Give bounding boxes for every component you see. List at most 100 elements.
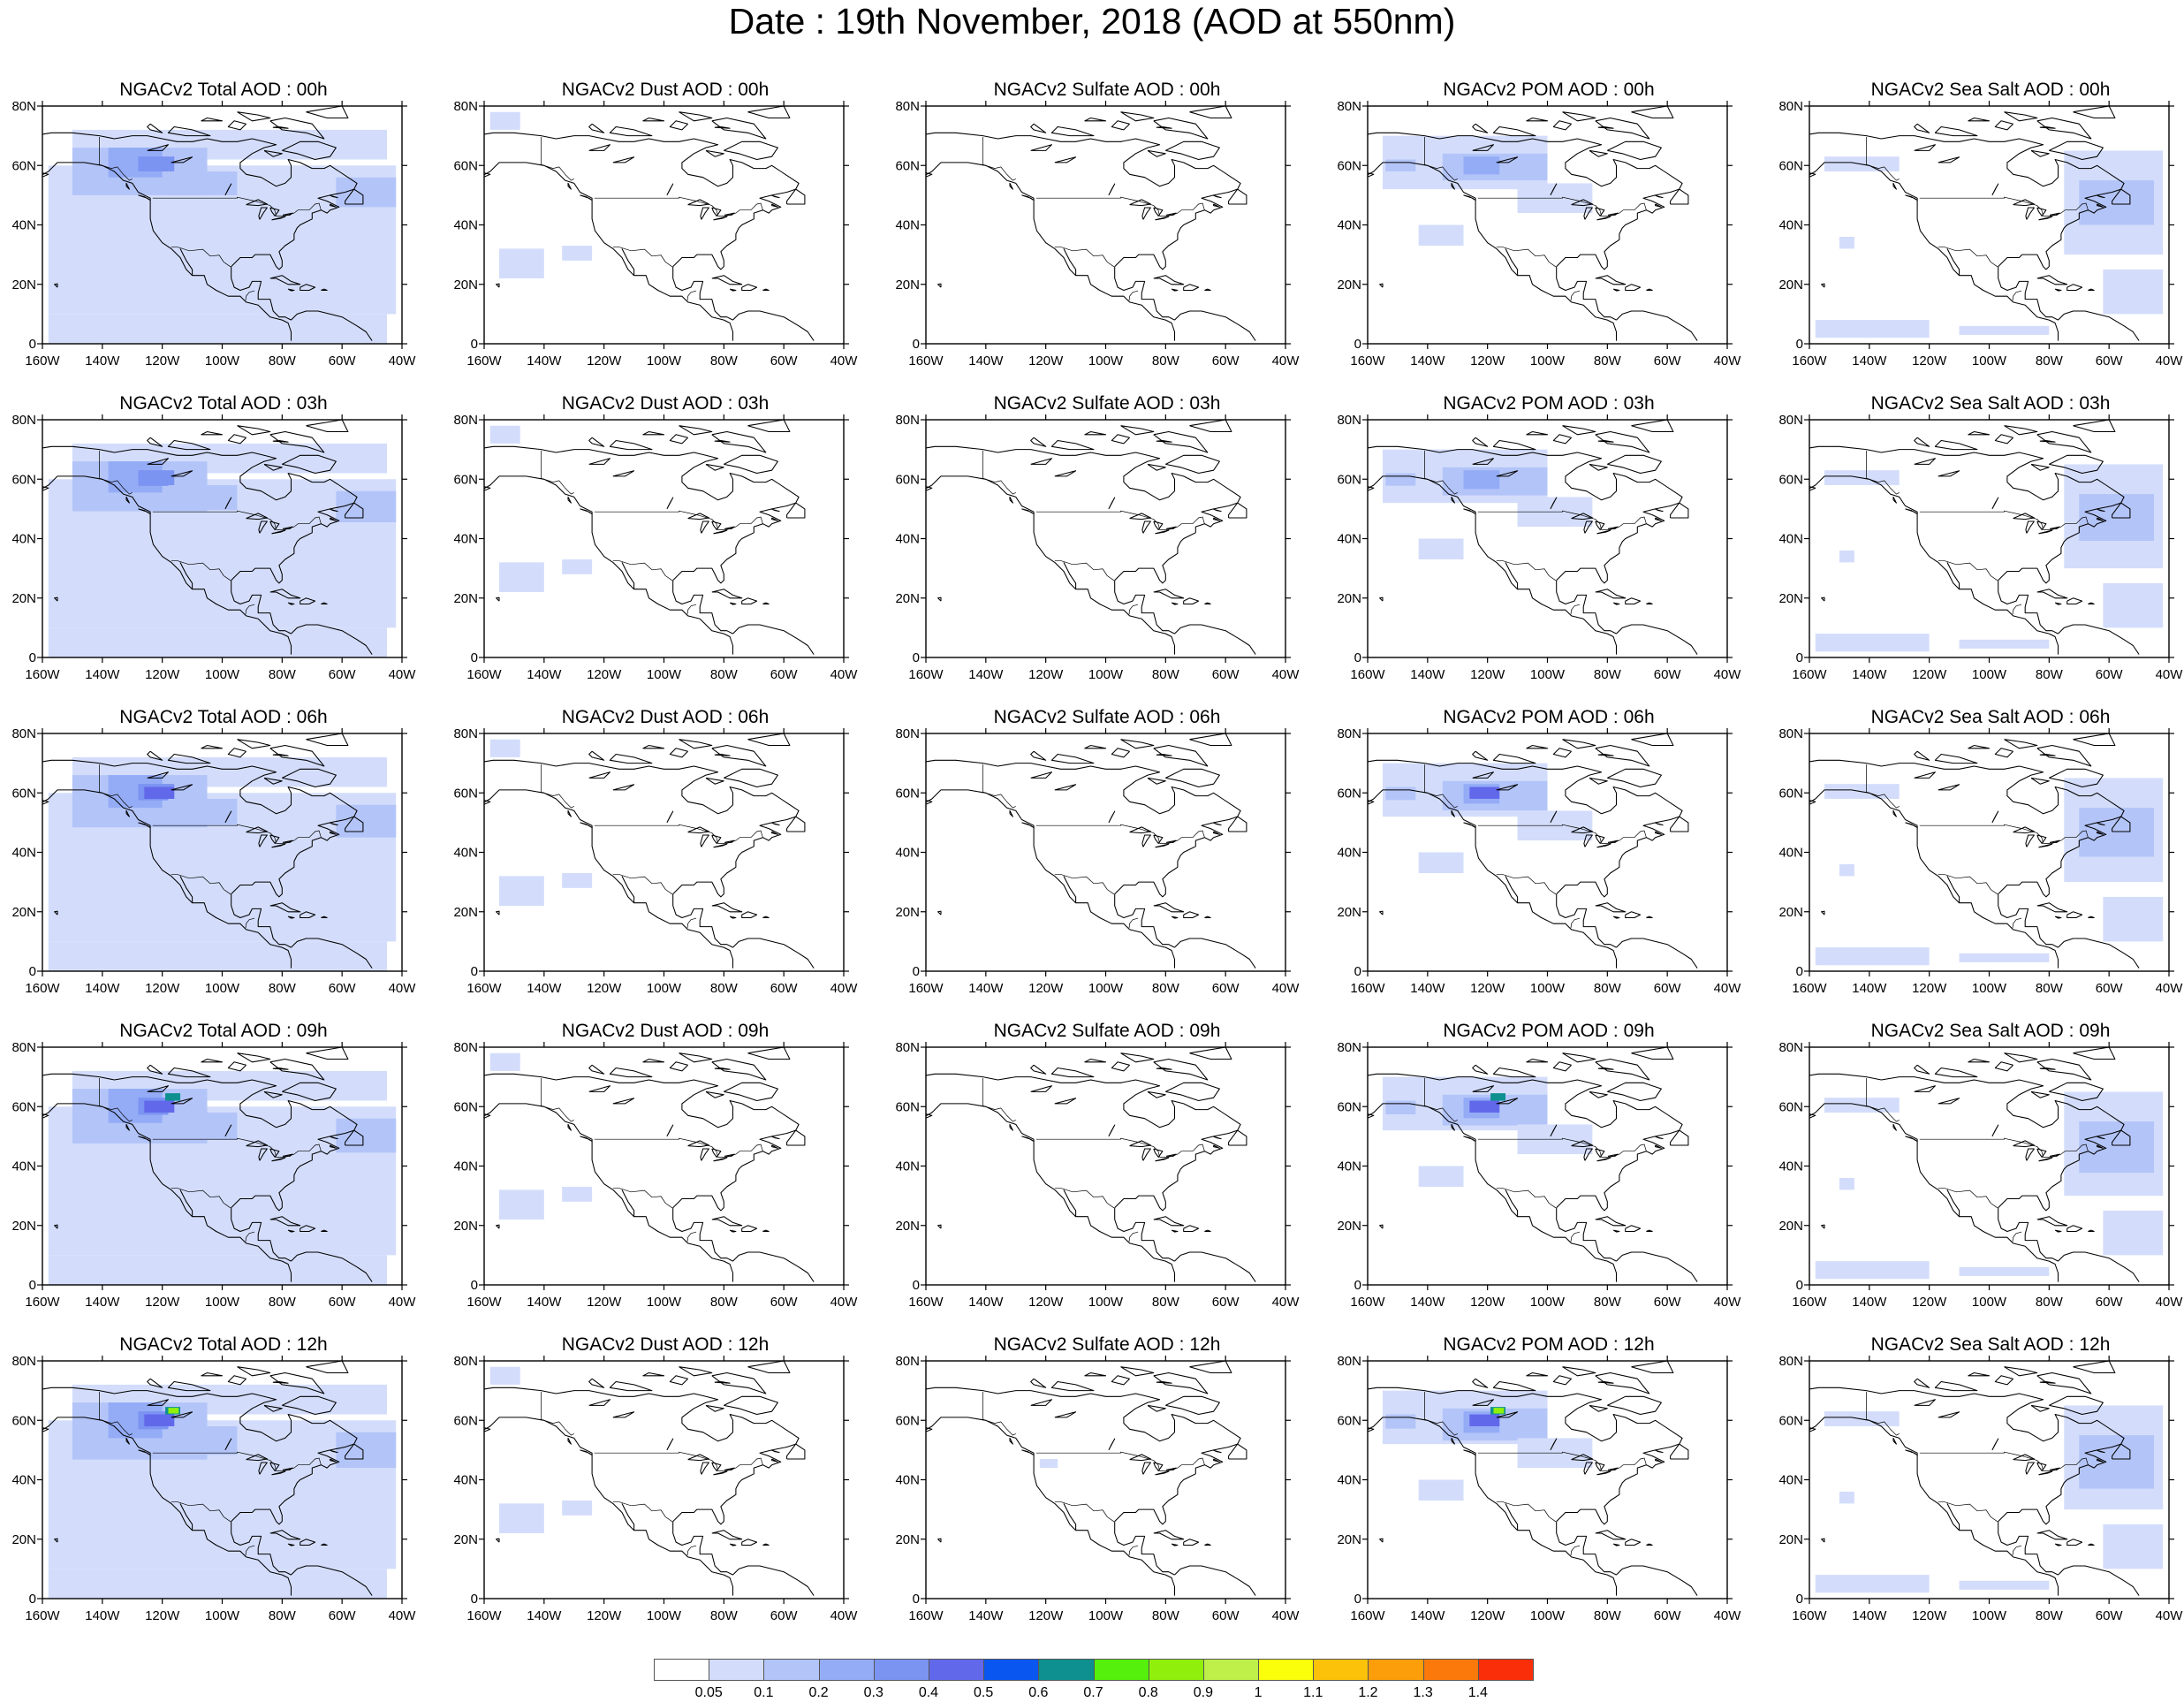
aod-field [1815,1405,2164,1593]
aod-cell [168,1112,238,1140]
aod-cell [144,786,175,799]
lon-tick-label: 120W [1028,981,1064,996]
lon-tick-label: 140W [968,1608,1004,1623]
aod-cell [1839,236,1854,249]
lon-tick-label: 60W [1212,1608,1240,1623]
lon-tick-label: 160W [25,667,60,682]
colorbar-swatch [654,1659,710,1681]
lon-tick-label: 140W [1410,1295,1445,1310]
panel-title: NGACv2 Sulfate AOD : 00h [993,80,1221,100]
lon-tick-label: 100W [1088,667,1124,682]
panel-title: NGACv2 Total AOD : 12h [119,1334,328,1355]
colorbar-swatch [1148,1659,1204,1681]
aod-cell [1959,1266,2050,1276]
lon-tick-label: 60W [1212,353,1240,369]
aod-cell [489,1052,520,1071]
panel-title: NGACv2 Dust AOD : 06h [561,707,770,727]
aod-cell [1815,1261,1930,1280]
lon-tick-label: 140W [527,667,562,682]
aod-cell [144,1100,175,1113]
coastlines [1368,106,1698,341]
lon-tick-label: 80W [2036,981,2064,996]
lon-tick-label: 140W [527,1295,562,1310]
aod-cell [1959,325,2050,335]
panel-title: NGACv2 Sea Salt AOD : 12h [1870,1334,2111,1355]
lon-tick-label: 100W [1088,1608,1124,1623]
panel-title: NGACv2 POM AOD : 12h [1443,1334,1655,1355]
lon-tick-label: 140W [527,353,562,369]
lat-tick-label: 60N [453,472,478,487]
colorbar-swatch [928,1659,985,1681]
aod-cell [562,1187,593,1202]
lon-tick-label: 80W [710,353,739,369]
lat-tick-label: 60N [11,1099,36,1114]
axes: 160W 140W 120W 100W 80W 60W 40W 80N 60N 40N 20N 0 [1337,1354,1741,1623]
aod-field [1382,135,1593,247]
colorbar-swatch [818,1659,875,1681]
lon-tick-label: 100W [1088,1295,1124,1310]
lat-tick-label: 40N [453,532,478,547]
colorbar-label: 0.7 [1083,1685,1103,1700]
lat-tick-label: 20N [895,277,920,293]
lon-tick-label: 80W [269,353,297,369]
map-panel-total-09h: NGACv2 Total AOD : 09h 160W 140W 120W 100W 80… [3,1021,444,1335]
axes: 160W 140W 120W 100W 80W 60W 40W 80N 60N 40N 20N 0 [453,1040,858,1310]
political-borders [982,1392,1205,1556]
lon-tick-label: 160W [1350,1608,1385,1623]
aod-cell [1385,1414,1416,1429]
lon-tick-label: 80W [710,1608,739,1623]
political-borders [99,764,322,929]
lon-tick-label: 100W [205,1608,240,1623]
lon-tick-label: 120W [587,981,622,996]
aod-cell [1469,1100,1500,1113]
lat-tick-label: 80N [453,1354,478,1369]
map-panel-dust-09h: NGACv2 Dust AOD : 09h 160W 140W 120W 100W 80W… [444,1021,886,1335]
aod-cell [336,804,397,838]
lat-tick-label: 40N [11,1473,36,1488]
aod-cell [1418,1479,1464,1501]
lon-tick-label: 60W [1212,1295,1240,1310]
aod-cell [2103,896,2164,942]
lon-tick-label: 60W [1654,667,1682,682]
map-plot: 160W 140W 120W 100W 80W 60W 40W 80N 60N 40N 20N 0 [895,726,1301,996]
lon-tick-label: 120W [1470,1608,1505,1623]
lon-tick-label: 140W [968,1295,1004,1310]
lon-tick-label: 80W [710,667,739,682]
aod-cell [138,470,175,486]
axes: 160W 140W 120W 100W 80W 60W 40W 80N 60N 40N 20N 0 [11,726,416,996]
lon-tick-label: 140W [968,667,1004,682]
lon-tick-label: 120W [145,981,180,996]
lon-tick-label: 80W [1594,667,1622,682]
aod-cell [1385,786,1416,801]
lon-tick-label: 40W [1272,981,1301,996]
aod-field [1815,464,2164,652]
lon-tick-label: 40W [389,667,417,682]
axes: 160W 140W 120W 100W 80W 60W 40W 80N 60N 40N 20N 0 [1778,1354,2183,1623]
lon-tick-label: 100W [647,1608,682,1623]
aod-cell [1418,224,1464,247]
lat-tick-label: 40N [1337,1473,1361,1488]
aod-cell [144,1414,175,1426]
coastlines [42,106,373,341]
lat-tick-label: 60N [1778,786,1803,801]
lon-tick-label: 40W [1272,353,1301,369]
lon-tick-label: 80W [2036,1608,2064,1623]
aod-cell [336,1432,397,1469]
lon-tick-label: 160W [1792,981,1827,996]
lat-tick-label: 80N [1778,1354,1803,1369]
lat-tick-label: 20N [895,1532,920,1547]
lon-tick-label: 60W [770,1295,799,1310]
lon-tick-label: 60W [2096,353,2124,369]
lon-tick-label: 40W [1714,667,1742,682]
aod-cell [48,627,388,657]
political-borders [982,137,1205,301]
aod-cell [336,1118,397,1153]
lon-tick-label: 80W [1594,1608,1622,1623]
axes: 160W 140W 120W 100W 80W 60W 40W 80N 60N 40N 20N 0 [1337,1040,1741,1310]
axes: 160W 140W 120W 100W 80W 60W 40W 80N 60N 40N 20N 0 [11,1040,416,1310]
lon-tick-label: 100W [647,667,682,682]
map-panel-seasalt-09h: NGACv2 Sea Salt AOD : 09h 160W 140W 120W 100… [1770,1021,2184,1335]
lon-tick-label: 140W [1410,981,1445,996]
lon-tick-label: 160W [1350,667,1385,682]
